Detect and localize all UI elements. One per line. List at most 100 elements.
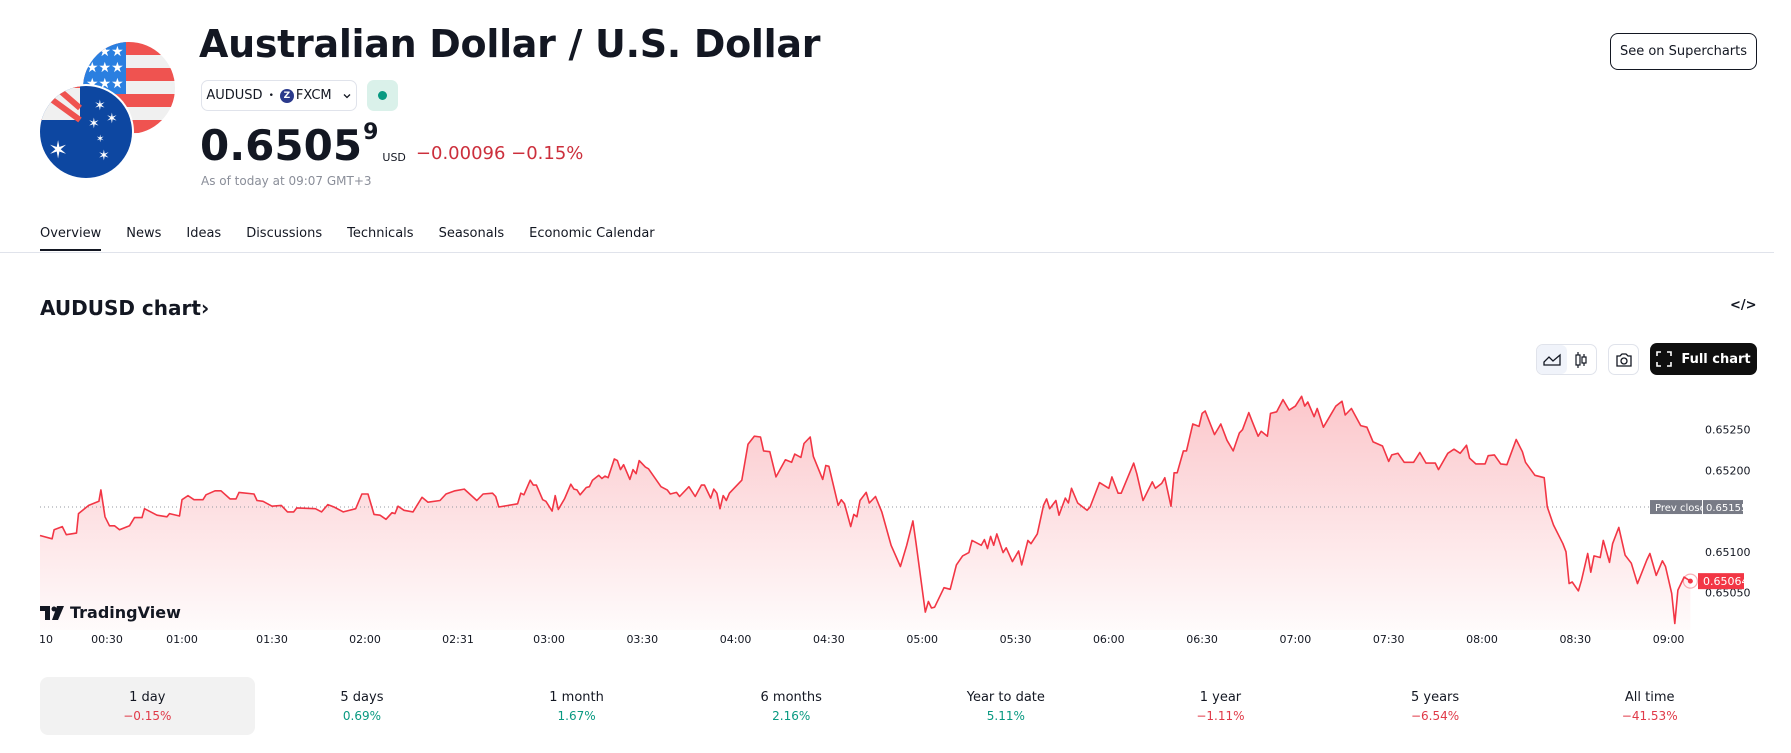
- x-tick-label: 02:00: [349, 633, 381, 646]
- svg-text:✶: ✶: [98, 148, 110, 164]
- period-change: −1.11%: [1196, 708, 1245, 723]
- see-on-supercharts-button[interactable]: See on Supercharts: [1610, 33, 1757, 70]
- period-change: −41.53%: [1621, 708, 1678, 723]
- x-tick-label: 10: [39, 633, 53, 646]
- separator-dot: •: [268, 90, 274, 101]
- price-line: [39, 395, 1691, 625]
- embed-code-button[interactable]: </>: [1730, 298, 1757, 313]
- svg-text:✶: ✶: [96, 134, 104, 145]
- area-chart-icon: [1543, 353, 1561, 366]
- tradingview-logo-text: TradingView: [70, 603, 181, 622]
- last-price-pulse: [1682, 573, 1698, 589]
- x-tick-label: 09:00: [1653, 633, 1685, 646]
- full-chart-button[interactable]: Full chart: [1650, 343, 1757, 375]
- period-label: 6 months: [760, 689, 822, 705]
- svg-text:✶: ✶: [106, 111, 118, 127]
- x-tick-label: 01:30: [256, 633, 288, 646]
- period-1-month[interactable]: 1 month 1.67%: [469, 677, 684, 735]
- period-1-day[interactable]: 1 day −0.15%: [40, 677, 255, 735]
- exchange-logo-icon: Z: [279, 88, 294, 103]
- period-change: 0.69%: [342, 708, 381, 723]
- svg-text:★★★: ★★★: [86, 60, 124, 76]
- market-status-indicator[interactable]: [367, 80, 398, 111]
- period-label: 1 year: [1199, 689, 1242, 705]
- tab-seasonals[interactable]: Seasonals: [438, 226, 505, 241]
- page-title: Australian Dollar / U.S. Dollar: [199, 22, 821, 66]
- candlestick-icon: [1575, 351, 1587, 368]
- tab-technicals[interactable]: Technicals: [347, 226, 414, 241]
- x-tick-label: 07:00: [1280, 633, 1312, 646]
- period-change: 2.16%: [772, 708, 811, 723]
- y-tick-label: 0.65200: [1705, 464, 1751, 477]
- chevron-down-icon: [343, 93, 351, 98]
- last-price-pip: 9: [363, 120, 379, 145]
- period-1-year[interactable]: 1 year −1.11%: [1113, 677, 1328, 735]
- chart-title-link[interactable]: AUDUSD chart›: [40, 296, 209, 320]
- tab-discussions[interactable]: Discussions: [246, 226, 323, 241]
- chart-title-text: AUDUSD chart: [40, 296, 201, 320]
- last-price-label-bg: [1698, 573, 1744, 590]
- prev-close-label: Prev close: [1655, 503, 1706, 514]
- svg-text:✶: ✶: [94, 98, 106, 114]
- x-tick-label: 03:30: [626, 633, 658, 646]
- price-change: −0.00096 −0.15%: [415, 143, 584, 164]
- area-chart-button[interactable]: [1537, 345, 1567, 374]
- period-change: −0.15%: [123, 708, 172, 723]
- prev-close-value-bg: [1703, 500, 1743, 515]
- prev-close-label-bg: [1650, 500, 1702, 515]
- fullscreen-icon: [1656, 351, 1673, 367]
- period-change: −6.54%: [1410, 708, 1460, 723]
- y-tick-label: 0.65050: [1705, 587, 1751, 600]
- prev-close-value: 0.65155: [1706, 503, 1747, 514]
- period-label: 1 month: [549, 689, 604, 705]
- period-year-to-date[interactable]: Year to date 5.11%: [899, 677, 1114, 735]
- last-price: 0.6505: [200, 121, 363, 170]
- period-all-time[interactable]: All time −41.53%: [1542, 677, 1757, 735]
- last-price-dot: [1687, 578, 1693, 584]
- camera-icon: [1615, 352, 1632, 367]
- tab-economic-calendar[interactable]: Economic Calendar: [529, 226, 655, 241]
- symbol-label: AUDUSD: [206, 88, 263, 103]
- svg-text:✶: ✶: [88, 116, 100, 132]
- y-tick-label: 0.65100: [1705, 546, 1751, 559]
- x-tick-label: 00:30: [91, 633, 123, 646]
- currency-flags-icon: ★★★★★★★★★ ✶✶✶✶✶✶: [38, 42, 175, 180]
- candles-chart-button[interactable]: [1567, 345, 1597, 374]
- y-tick-label: 0.65250: [1705, 424, 1751, 437]
- exchange-label: FXCM: [295, 88, 332, 103]
- chevron-right-icon: ›: [200, 296, 210, 320]
- x-tick-label: 01:00: [166, 633, 198, 646]
- period-change: 1.67%: [557, 708, 596, 723]
- price-area-fill: [40, 396, 1691, 630]
- price-timestamp: As of today at 09:07 GMT+3: [201, 174, 372, 188]
- period-5-years[interactable]: 5 years −6.54%: [1328, 677, 1543, 735]
- snapshot-button[interactable]: [1608, 344, 1639, 375]
- x-tick-label: 02:31: [442, 633, 474, 646]
- tab-ideas[interactable]: Ideas: [186, 226, 222, 241]
- x-tick-label: 05:30: [1000, 633, 1032, 646]
- price-row: 0.6505 9 USD −0.00096 −0.15%: [200, 120, 584, 170]
- tab-overview[interactable]: Overview: [40, 226, 102, 251]
- market-open-dot-icon: [378, 91, 387, 100]
- x-tick-label: 03:00: [533, 633, 565, 646]
- period-6-months[interactable]: 6 months 2.16%: [684, 677, 899, 735]
- x-tick-label: 08:00: [1466, 633, 1498, 646]
- tradingview-logo-icon: [40, 605, 64, 620]
- symbol-exchange-selector[interactable]: AUDUSD • Z FXCM: [201, 80, 357, 111]
- period-5-days[interactable]: 5 days 0.69%: [255, 677, 470, 735]
- divider: [0, 252, 1774, 253]
- period-label: All time: [1624, 689, 1675, 705]
- price-currency: USD: [382, 151, 406, 164]
- x-tick-label: 06:00: [1093, 633, 1125, 646]
- period-label: Year to date: [966, 689, 1045, 705]
- period-label: 5 days: [340, 689, 384, 705]
- chart-type-toggle: [1536, 344, 1597, 375]
- x-tick-label: 06:30: [1186, 633, 1218, 646]
- tab-news[interactable]: News: [126, 226, 162, 241]
- full-chart-label: Full chart: [1681, 351, 1751, 367]
- tradingview-logo[interactable]: TradingView: [40, 603, 181, 622]
- x-tick-label: 04:00: [720, 633, 752, 646]
- tab-bar: Overview News Ideas Discussions Technicals Se…: [40, 226, 680, 251]
- period-label: 1 day: [129, 689, 166, 705]
